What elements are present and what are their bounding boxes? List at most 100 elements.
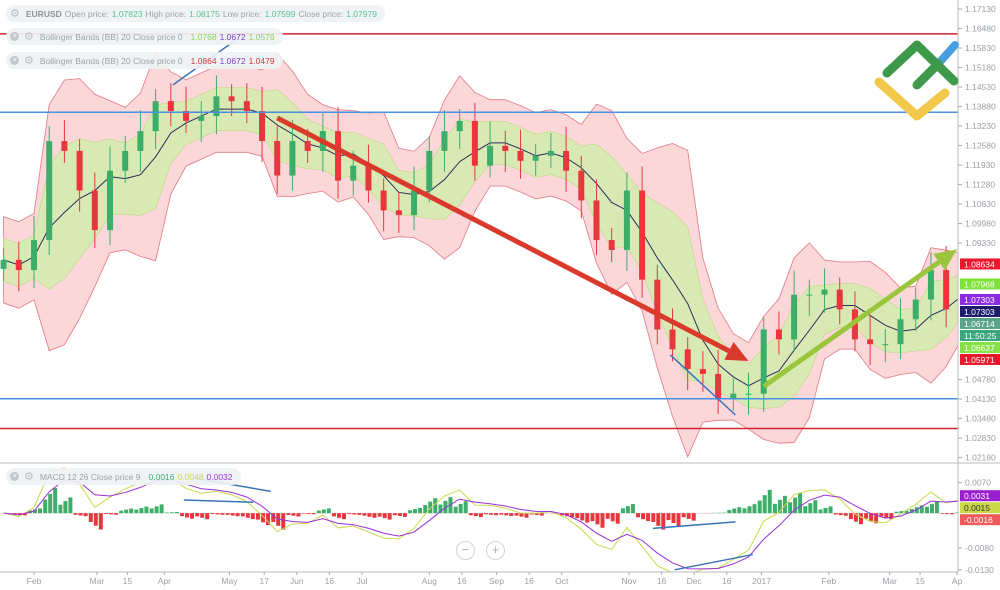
macd-histogram-bar — [413, 509, 418, 514]
macd-histogram-bar — [357, 513, 362, 515]
macd-histogram-bar — [149, 508, 154, 514]
price-label: 1.07968 — [964, 279, 995, 289]
candle-body — [137, 131, 144, 151]
time-tick-label: 16 — [457, 576, 467, 586]
indicator-value: 1.0479 — [248, 55, 275, 66]
price-label: 11:50:25 — [964, 331, 997, 341]
macd-histogram-bar — [311, 513, 316, 515]
candle-body — [654, 279, 661, 330]
macd-histogram-bar — [98, 513, 103, 530]
candle-body — [46, 141, 53, 241]
high-value: 1.08175 — [189, 8, 220, 19]
candle-body — [365, 165, 372, 191]
macd-histogram-bar — [874, 513, 879, 524]
macd-histogram-bar — [144, 506, 149, 514]
macd-histogram-bar — [17, 513, 22, 515]
candle-body — [76, 150, 83, 191]
gear-icon[interactable]: ⚙ — [24, 31, 34, 43]
gear-icon[interactable]: ⚙ — [24, 55, 34, 67]
candle-body — [578, 170, 585, 201]
price-tick-label: 1.17130 — [965, 4, 996, 14]
price-tick-label: 1.15180 — [965, 63, 996, 73]
candle-body — [836, 289, 843, 310]
macd-histogram-bar — [245, 513, 250, 518]
time-tick-label: 2017 — [752, 576, 771, 586]
candle-body — [122, 150, 129, 171]
candle-body — [593, 200, 600, 241]
macd-histogram-bar — [473, 513, 478, 517]
macd-histogram-bar — [443, 500, 448, 514]
macd-histogram-bar — [803, 506, 808, 514]
macd-histogram-bar — [225, 513, 230, 515]
macd-histogram-bar — [600, 513, 605, 528]
candle-body — [563, 150, 570, 171]
indicator-value: 1.0672 — [219, 31, 246, 42]
candle-body — [152, 101, 159, 132]
logo-green-stroke — [912, 59, 943, 90]
candle-body — [31, 240, 37, 271]
macd-histogram-bar — [387, 513, 392, 520]
candle-body — [608, 240, 615, 250]
close-icon[interactable]: × — [10, 32, 19, 41]
candle-body — [821, 289, 828, 295]
macd-label-bg — [960, 490, 1000, 502]
candle-body — [471, 120, 478, 166]
candle-body — [350, 165, 357, 181]
low-label: Low price: — [222, 8, 262, 19]
trend-arrow-head — [724, 342, 749, 361]
time-tick-label: Dec — [687, 576, 703, 586]
macd-histogram-bar — [22, 513, 27, 516]
macd-histogram-bar — [858, 513, 863, 525]
macd-histogram-bar — [190, 513, 195, 519]
macd-histogram-bar — [782, 495, 787, 514]
macd-histogram-bar — [625, 506, 630, 514]
macd-histogram-bar — [235, 513, 240, 517]
trendline — [652, 521, 736, 530]
candle-body — [517, 150, 524, 161]
time-tick-label: Mar — [90, 576, 105, 586]
close-icon[interactable]: × — [10, 472, 19, 481]
price-label-bg — [960, 305, 1000, 317]
candle-body — [669, 329, 676, 350]
candle-body — [882, 344, 889, 346]
time-tick-label: Oct — [555, 576, 569, 586]
candle-body — [547, 150, 554, 156]
brand-logo — [874, 40, 959, 121]
macd-histogram-bar — [519, 513, 524, 517]
macd-histogram-bar — [484, 513, 489, 515]
macd-histogram-bar — [666, 513, 671, 521]
macd-histogram-bar — [489, 513, 494, 515]
gear-icon[interactable]: ⚙ — [10, 8, 20, 20]
macd-histogram-bar — [808, 503, 813, 514]
candle-body — [912, 299, 919, 320]
candle-body — [259, 111, 266, 142]
macd-histogram-bar — [195, 513, 200, 517]
candle-body — [289, 141, 296, 176]
macd-histogram-bar — [58, 504, 63, 514]
macd-histogram-bar — [164, 512, 169, 514]
trend-arrow-head — [933, 249, 957, 271]
macd-histogram-bar — [337, 513, 342, 518]
indicator-value: 1.0864 — [190, 55, 217, 66]
close-icon[interactable]: × — [10, 56, 19, 65]
macd-histogram-bar — [646, 513, 651, 522]
macd-histogram-bar — [38, 508, 42, 514]
zoom-in-button[interactable]: + — [486, 541, 505, 560]
gear-icon[interactable]: ⚙ — [24, 471, 34, 483]
macd-histogram-bar — [534, 513, 539, 515]
macd-histogram-bar — [610, 513, 615, 522]
macd-histogram-bar — [630, 504, 635, 514]
macd-histogram-bar — [585, 513, 590, 523]
macd-histogram-bar — [940, 513, 945, 514]
macd-tick-label: 0.0070 — [965, 478, 991, 488]
price-tick-label: 1.15830 — [965, 43, 996, 53]
macd-histogram-bar — [78, 513, 83, 516]
macd-histogram-bar — [286, 513, 291, 515]
indicator-value: 1.0768 — [190, 31, 217, 42]
macd-histogram-bar — [752, 504, 757, 514]
candle-body — [304, 141, 311, 151]
macd-histogram-bar — [291, 513, 296, 516]
macd-histogram-bar — [63, 501, 68, 514]
zoom-out-button[interactable]: − — [456, 541, 475, 560]
